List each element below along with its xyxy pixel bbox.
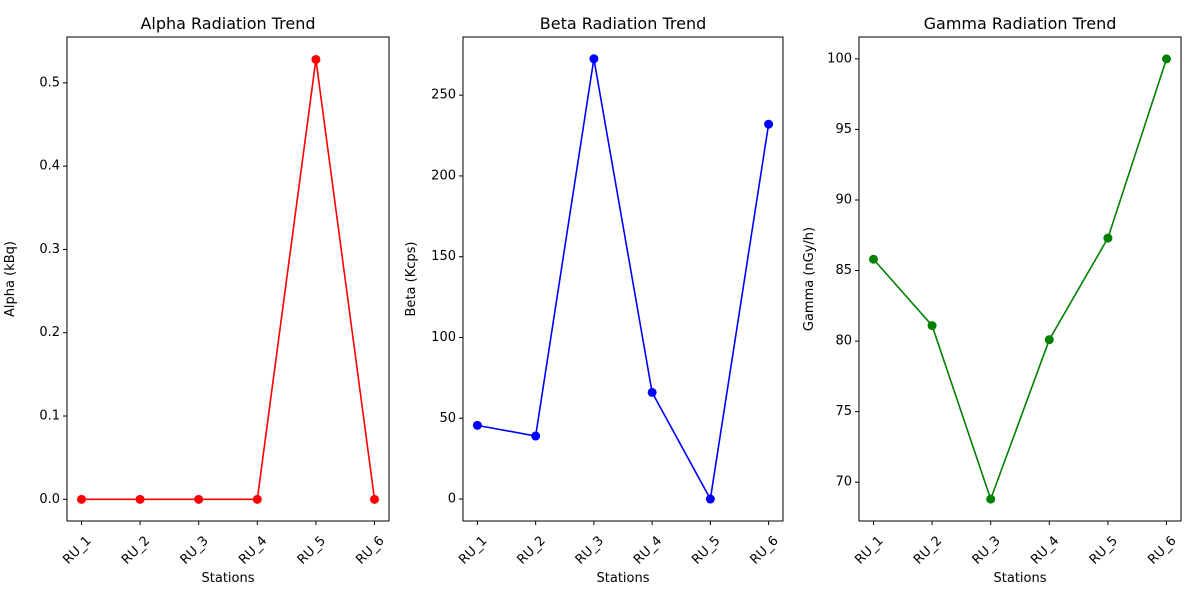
gamma-data-point bbox=[1103, 233, 1113, 243]
alpha-x-tick-label: RU_2 bbox=[119, 533, 153, 567]
beta-plot-frame bbox=[462, 36, 784, 522]
gamma-x-axis-label: Stations bbox=[994, 571, 1047, 586]
beta-series-line bbox=[477, 58, 770, 502]
beta-y-tick-label: 150 bbox=[431, 249, 456, 264]
beta-x-tick-label: RU_5 bbox=[689, 533, 723, 567]
beta-x-tick-label: RU_1 bbox=[456, 533, 490, 567]
alpha-y-tick-label: 0.1 bbox=[39, 409, 60, 424]
alpha-y-axis-label: Alpha (kBq) bbox=[3, 241, 18, 317]
alpha-x-tick-label: RU_3 bbox=[178, 533, 212, 567]
beta-x-axis-label: Stations bbox=[597, 571, 650, 586]
beta-data-point bbox=[531, 431, 541, 441]
alpha-data-point bbox=[252, 494, 262, 504]
alpha-x-tick-label: RU_6 bbox=[353, 533, 387, 567]
beta-data-point bbox=[764, 119, 774, 129]
gamma-y-tick-label: 95 bbox=[835, 122, 852, 137]
gamma-chart: Gamma Radiation Trend RU_1 RU_2 RU_3 RU_4 RU_… bbox=[802, 14, 1182, 586]
gamma-x-tick-label: RU_1 bbox=[852, 533, 886, 567]
alpha-x-tick-label: RU_5 bbox=[295, 533, 329, 567]
alpha-data-point bbox=[194, 494, 204, 504]
gamma-x-tick-label: RU_4 bbox=[1028, 533, 1062, 567]
beta-chart-title: Beta Radiation Trend bbox=[540, 14, 706, 33]
gamma-x-tick-label: RU_3 bbox=[970, 533, 1004, 567]
alpha-plot-frame bbox=[66, 36, 390, 522]
alpha-x-tick-label: RU_4 bbox=[236, 533, 270, 567]
alpha-chart: Alpha Radiation Trend RU_1 RU_2 RU_3 RU_4 RU_… bbox=[3, 14, 390, 586]
beta-y-tick-label: 200 bbox=[431, 168, 456, 183]
alpha-y-tick-label: 0.2 bbox=[39, 325, 60, 340]
beta-y-tick-label: 100 bbox=[431, 330, 456, 345]
gamma-data-point bbox=[868, 254, 878, 264]
alpha-data-point bbox=[311, 54, 321, 64]
beta-data-point bbox=[589, 54, 599, 64]
alpha-x-tick-label: RU_1 bbox=[60, 533, 94, 567]
alpha-data-point bbox=[370, 494, 380, 504]
gamma-y-tick-label: 90 bbox=[835, 192, 852, 207]
beta-x-tick-label: RU_3 bbox=[573, 533, 607, 567]
gamma-y-tick-label: 80 bbox=[835, 334, 852, 349]
alpha-series-line bbox=[81, 59, 376, 501]
gamma-y-tick-label: 85 bbox=[835, 263, 852, 278]
beta-y-axis-label: Beta (Kcps) bbox=[404, 242, 419, 317]
gamma-x-tick-label: RU_5 bbox=[1087, 533, 1121, 567]
gamma-plot-frame bbox=[858, 36, 1182, 522]
alpha-y-tick-label: 0.3 bbox=[39, 242, 60, 257]
gamma-x-tick-label: RU_6 bbox=[1145, 533, 1179, 567]
beta-data-point bbox=[647, 387, 657, 397]
alpha-x-axis-label: Stations bbox=[202, 571, 255, 586]
alpha-y-tick-label: 0.4 bbox=[39, 159, 60, 174]
beta-y-tick-label: 50 bbox=[439, 411, 456, 426]
gamma-y-tick-label: 100 bbox=[827, 51, 852, 66]
gamma-x-tick-label: RU_2 bbox=[911, 533, 945, 567]
beta-chart: Beta Radiation Trend RU_1 RU_2 RU_3 RU_4 RU_5… bbox=[404, 14, 784, 586]
alpha-data-point bbox=[135, 494, 145, 504]
gamma-data-point bbox=[1044, 335, 1054, 345]
gamma-y-axis-label: Gamma (nGy/h) bbox=[802, 227, 817, 331]
gamma-data-point bbox=[1162, 54, 1172, 64]
gamma-series-line bbox=[872, 58, 1168, 502]
gamma-data-point bbox=[927, 321, 937, 331]
beta-y-tick-label: 0 bbox=[448, 492, 456, 507]
beta-data-point bbox=[472, 420, 482, 430]
alpha-data-point bbox=[76, 494, 86, 504]
gamma-data-point bbox=[986, 494, 996, 504]
alpha-chart-title: Alpha Radiation Trend bbox=[140, 14, 315, 33]
beta-y-tick-label: 250 bbox=[431, 88, 456, 103]
alpha-y-tick-label: 0.0 bbox=[39, 492, 60, 507]
gamma-y-tick-label: 75 bbox=[835, 404, 852, 419]
beta-data-point bbox=[705, 494, 715, 504]
gamma-y-tick-label: 70 bbox=[835, 475, 852, 490]
beta-x-tick-label: RU_6 bbox=[747, 533, 781, 567]
beta-x-tick-label: RU_4 bbox=[631, 533, 665, 567]
gamma-chart-title: Gamma Radiation Trend bbox=[924, 14, 1117, 33]
alpha-y-tick-label: 0.5 bbox=[39, 75, 60, 90]
beta-x-tick-label: RU_2 bbox=[515, 533, 549, 567]
